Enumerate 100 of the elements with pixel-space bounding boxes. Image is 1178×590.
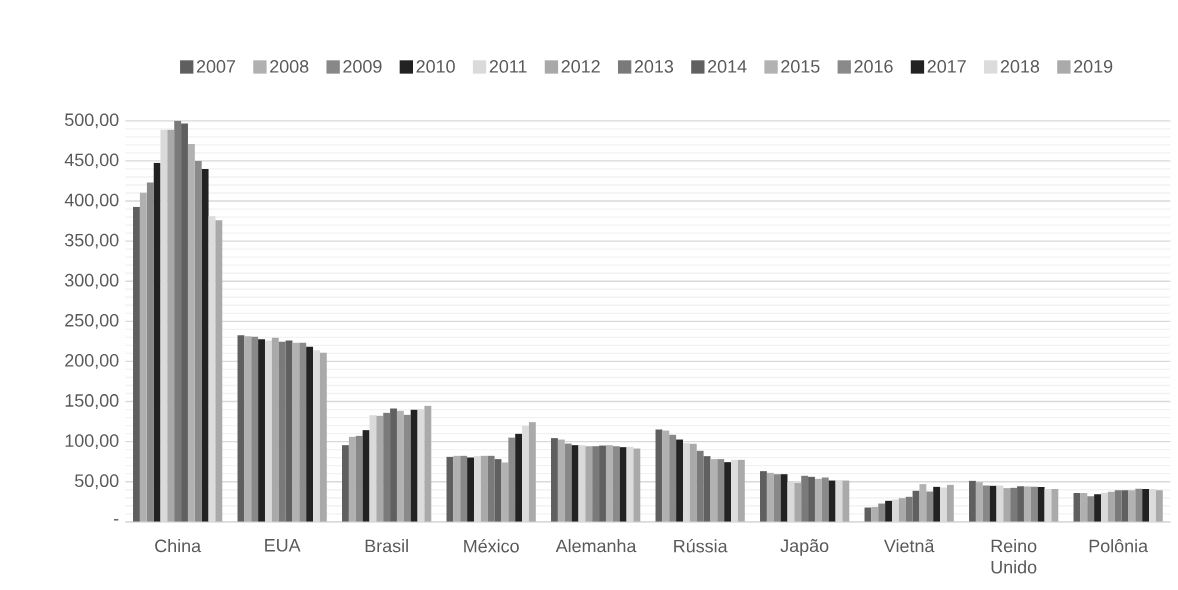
bar [139, 192, 147, 522]
x-tick-label: Japão [780, 539, 829, 556]
legend-label: 2016 [854, 60, 893, 73]
bar [264, 340, 272, 522]
bar [619, 447, 627, 522]
y-tick-label: 450,00 [64, 153, 119, 169]
bar [258, 339, 265, 522]
bar [669, 434, 677, 522]
bar [453, 455, 461, 522]
bar [313, 350, 320, 522]
bar [396, 410, 404, 522]
bar [710, 459, 718, 522]
legend-label: 2013 [634, 60, 674, 73]
bar [424, 405, 432, 522]
legend-label: 2014 [708, 60, 747, 73]
legend-label: 2012 [561, 60, 600, 73]
bar [410, 409, 418, 522]
bar [926, 491, 934, 522]
legend-label: 2019 [1074, 60, 1113, 73]
legend-label: 2015 [781, 60, 820, 73]
bar [821, 477, 829, 522]
y-tick-label: 500,00 [65, 113, 119, 129]
bar [766, 472, 774, 522]
bar [369, 415, 377, 522]
bar [215, 220, 223, 522]
bar [801, 475, 809, 522]
bar [1051, 489, 1059, 522]
bar [278, 341, 286, 522]
bar [946, 484, 954, 522]
legend-label: 2017 [927, 60, 966, 73]
bar [975, 482, 983, 522]
bar [181, 123, 188, 522]
bar [585, 446, 593, 522]
bar [592, 446, 600, 522]
bar [578, 445, 586, 522]
x-tick-label: Alemanha [555, 539, 637, 553]
bar [251, 336, 259, 522]
bar [633, 448, 641, 522]
bar [1142, 489, 1150, 522]
bar [342, 445, 349, 522]
bar [696, 450, 704, 522]
y-tick-label: 200,00 [65, 354, 119, 369]
bar [969, 480, 976, 522]
bar [1100, 492, 1108, 522]
bar [885, 500, 892, 522]
bar [1087, 496, 1095, 522]
x-tick-label: Rússia [674, 539, 728, 553]
x-tick-label: Brasil [365, 539, 408, 553]
bar [1003, 488, 1011, 522]
bar [376, 415, 384, 522]
bar [1030, 486, 1038, 522]
bar [487, 455, 495, 522]
legend-label: 2010 [416, 60, 455, 73]
legend-label: 2018 [1000, 60, 1040, 73]
bar [1023, 486, 1031, 522]
bar [508, 437, 516, 522]
bar [689, 443, 697, 522]
bar [828, 480, 836, 522]
bar [319, 352, 327, 522]
x-tick-label: Vietnã [883, 539, 935, 553]
bar [480, 455, 488, 522]
bar [551, 438, 558, 522]
bar [473, 456, 481, 522]
bar [676, 439, 683, 522]
bar [1149, 489, 1156, 522]
bar [522, 425, 529, 522]
x-tick-label: China [155, 539, 202, 553]
bar [871, 506, 879, 522]
bar [1017, 486, 1024, 522]
x-tick-label: Reino Unido [991, 539, 1037, 574]
bar [599, 445, 606, 522]
bar [564, 443, 572, 522]
bar [612, 446, 620, 522]
bar [1094, 494, 1101, 522]
bar [1080, 493, 1088, 522]
x-tick-label: México [464, 539, 519, 553]
bar [1010, 487, 1018, 522]
bar [501, 462, 509, 522]
bar [133, 206, 140, 522]
x-tick-label: EUA [265, 539, 301, 552]
bar [808, 476, 815, 522]
bar [348, 436, 356, 522]
y-tick-label: 100,00 [65, 434, 119, 450]
bar [996, 485, 1004, 522]
bar [662, 430, 670, 522]
bar [1037, 487, 1045, 522]
bar [737, 459, 745, 522]
bar [467, 457, 474, 522]
y-tick-label: 300,00 [65, 273, 119, 289]
bar [244, 336, 252, 522]
bar [982, 485, 990, 522]
bar [1107, 491, 1115, 522]
y-tick-label: - [113, 519, 119, 521]
bar [814, 478, 822, 522]
bar [760, 471, 767, 522]
y-tick-label: 250,00 [65, 313, 119, 329]
legend-label: 2007 [196, 60, 236, 73]
bar [724, 462, 732, 522]
bar [773, 474, 781, 522]
legend-label: 2009 [343, 60, 382, 73]
